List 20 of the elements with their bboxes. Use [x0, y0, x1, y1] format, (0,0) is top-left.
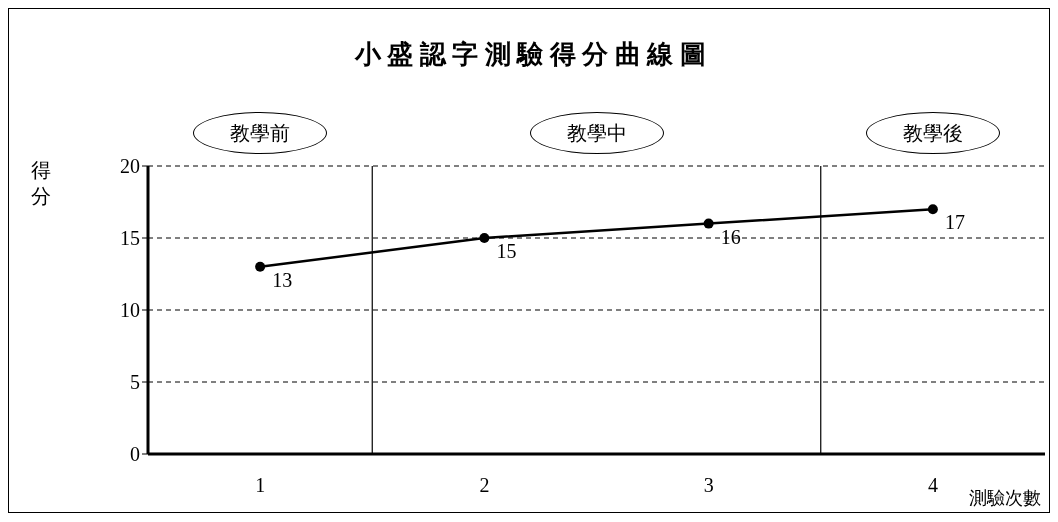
point: [255, 261, 266, 272]
x-tick-label: 3: [703, 474, 714, 497]
y-tick-label: 15: [120, 227, 140, 250]
y-tick-label: 20: [120, 155, 140, 178]
point: [927, 204, 938, 215]
point: [703, 218, 714, 229]
data-label: 13: [272, 269, 293, 291]
x-tick-label: 1: [255, 474, 266, 497]
chart-title: 小 盛 認 字 測 驗 得 分 曲 線 圖: [353, 39, 707, 71]
x-tick-label: 4: [927, 474, 938, 497]
point: [479, 233, 490, 243]
x-axis-title: 測驗次數: [969, 487, 1041, 510]
y-axis-title: 得分: [31, 158, 52, 209]
data-label: 15: [496, 240, 517, 263]
x-tick-label: 2: [479, 474, 490, 497]
data-label: 17: [944, 211, 965, 234]
y-tick-label: 10: [120, 299, 140, 322]
y-tick-label: 5: [130, 371, 140, 394]
data-label: 16: [720, 225, 741, 248]
y-tick-label: 0: [130, 443, 140, 466]
